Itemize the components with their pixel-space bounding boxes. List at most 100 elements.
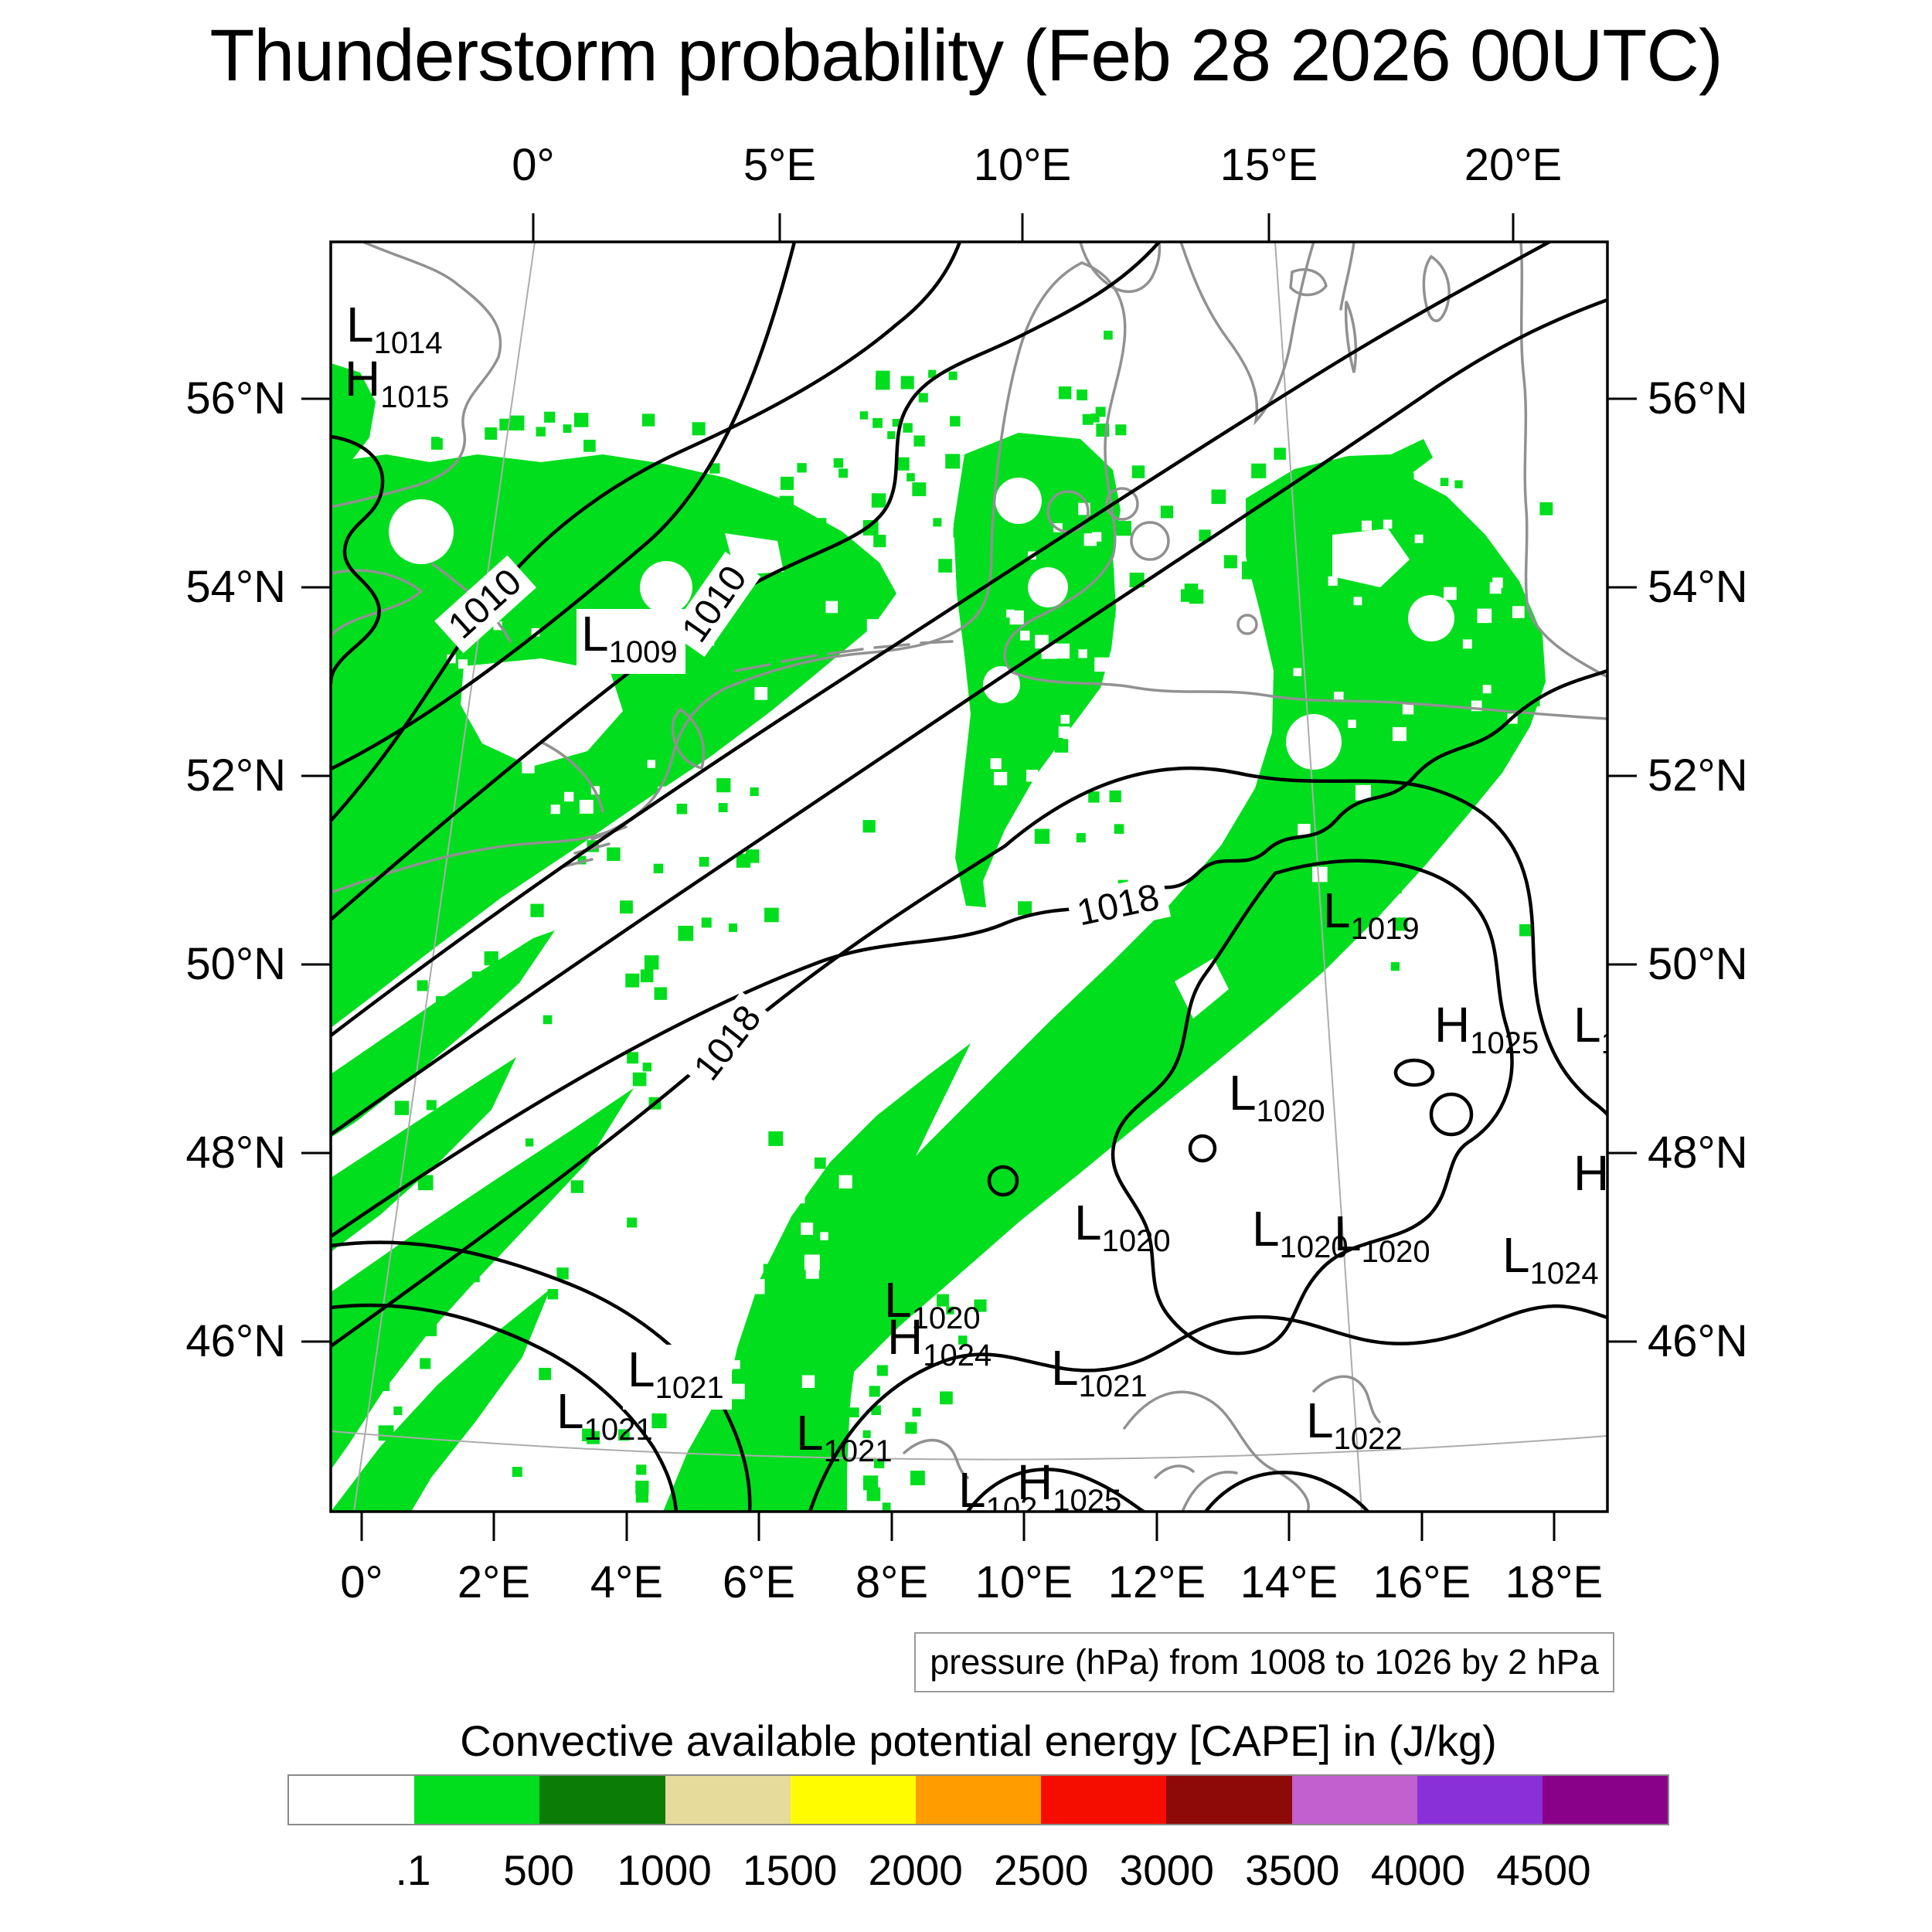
cape-speckle [433,585,449,601]
cape-speckle [1077,389,1088,401]
cape-speckle [900,376,914,389]
cape-speckle [1078,649,1087,658]
colorbar-cell [1417,1776,1543,1824]
cape-speckle [417,980,428,992]
cape-speckle [627,1217,638,1228]
cape-speckle [1355,784,1372,801]
cape-speckle [625,973,640,988]
cape-speckle [728,923,737,933]
cape-speckle [910,1471,925,1485]
cape-speckle [1058,386,1072,400]
cape-speckle [862,519,879,536]
axis-top-label: 5°E [743,140,817,190]
pressure-contours [331,242,1607,1512]
colorbar-tick-label: 3500 [1245,1846,1340,1894]
cape-speckle [431,437,440,445]
cape-speckle [876,1314,888,1327]
cape-speckle [754,687,768,700]
cape-speckle [858,774,870,787]
cape-speckle [1444,587,1457,600]
cape-speckle [863,1475,879,1491]
colorbar-title: Convective available potential energy [C… [460,1716,1497,1765]
cape-speckle [1357,566,1372,583]
cape-speckle [547,470,563,485]
cape-speckle [876,760,889,774]
cape-speckle [446,1024,456,1034]
cape-speckle [648,1386,658,1397]
cape-speckle [763,1264,775,1276]
cape-speckle [726,576,740,588]
cape-speckle [1348,719,1356,728]
cape-speckle [1539,502,1553,515]
cape-speckle [995,518,1007,530]
cape-speckle [560,687,572,700]
cape-speckle [492,727,507,743]
coastlines [331,242,1607,1512]
cape-speckle [1104,330,1113,340]
cape-speckle [644,955,659,970]
map-frame [329,240,1609,1513]
cape-speckle [1223,555,1237,569]
cape-speckle [764,907,779,923]
cape-speckle [1519,693,1532,706]
cape-speckle [974,1299,987,1312]
axis-left-label: 50°N [185,939,286,989]
axis-right-label: 48°N [1648,1128,1748,1178]
cape-speckle [903,423,913,433]
cape-speckle [1054,739,1069,753]
cape-speckle [658,786,667,796]
cape-speckle [378,1425,394,1441]
cape-speckle [431,1011,447,1026]
cape-speckle [820,1232,828,1240]
cape-speckle [814,518,827,531]
axis-top-label: 15°E [1219,140,1318,190]
cape-speckle [919,1094,934,1108]
cape-speckle [1058,726,1070,738]
cape-speckle [547,1289,559,1300]
cape-speckle [359,1381,370,1393]
cape-speckle [632,1072,647,1087]
cape-speckle [344,380,359,396]
cape-speckle [642,1063,652,1072]
colorbar-cell [539,1776,665,1824]
cape-speckle [556,1267,569,1280]
cape-speckle [495,800,509,814]
cape-speckle [702,633,715,646]
cape-speckle [1189,589,1204,604]
cape-speckle [1300,527,1316,543]
cape-speckle [471,805,481,815]
cape-speckle [1388,879,1402,894]
cape-speckle [798,784,814,800]
axis-top-label: 0° [512,140,555,190]
cape-speckle [905,1422,917,1434]
cape-speckle [556,679,566,689]
cape-speckle [654,987,667,1000]
cape-speckle [1019,631,1030,641]
cape-speckle [641,1400,650,1410]
colorbar [287,1774,1669,1825]
cape-speckle [1094,657,1109,672]
cape-speckle [1006,609,1015,618]
cape-speckle [1080,457,1094,472]
cape-speckle [536,427,546,437]
cape-speckle [953,527,964,538]
cape-speckle [642,629,651,638]
cape-speckle [1013,640,1029,656]
cape-speckle [1454,480,1463,488]
cape-speckle [981,529,992,539]
cape-speckle [653,863,664,874]
cape-speckle [794,1193,805,1204]
cape-speckle [481,773,490,781]
cape-speckle [946,1306,954,1315]
cape-speckle [640,969,654,983]
cape-speckle [797,463,807,473]
cape-speckle [491,779,507,795]
cape-speckle [873,534,886,548]
cape-speckle [1060,714,1070,724]
cape-speckle [541,564,556,579]
cape-speckle [1390,962,1400,971]
cape-speckle [1116,521,1131,536]
cape-speckle [389,466,401,479]
cape-speckle [869,1386,880,1397]
cape-speckle [757,499,771,514]
